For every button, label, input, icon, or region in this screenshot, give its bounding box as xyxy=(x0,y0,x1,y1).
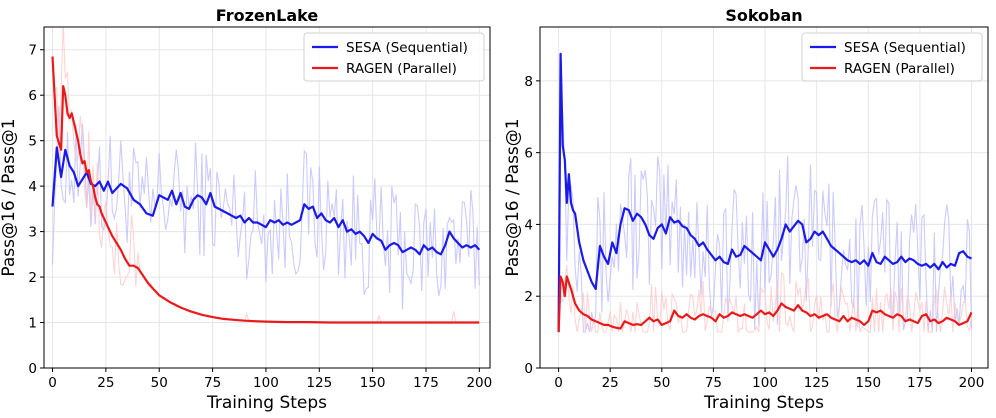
x-tick-label: 75 xyxy=(204,375,221,391)
y-tick-label: 4 xyxy=(524,217,533,233)
x-tick-label: 150 xyxy=(360,375,386,391)
y-tick-label: 1 xyxy=(28,316,37,332)
axes-frame xyxy=(539,26,989,369)
y-tick-label: 2 xyxy=(28,270,37,286)
raw-trace xyxy=(558,264,973,335)
x-tick-label: 25 xyxy=(97,375,114,391)
y-tick-label: 0 xyxy=(524,361,533,377)
x-tick-label: 200 xyxy=(959,375,985,391)
x-tick-label: 100 xyxy=(253,375,279,391)
x-tick-label: 175 xyxy=(413,375,439,391)
x-tick-label: 125 xyxy=(306,375,332,391)
y-axis-label: Pass@16 / Pass@1 xyxy=(0,118,19,276)
chart-title: Sokoban xyxy=(725,6,802,25)
sokoban-panel: 0 25 50 75 100 125 150 175 200 0 2 4 6 8 Sokoban Traini… xyxy=(503,6,989,413)
y-tick-label: 2 xyxy=(524,289,533,305)
series-line-ragen xyxy=(51,56,480,324)
series-line-sesa xyxy=(557,52,972,333)
x-tick-label: 0 xyxy=(554,375,563,391)
y-tick-label: 6 xyxy=(524,146,533,162)
series-line-ragen xyxy=(557,275,973,333)
x-tick-label: 50 xyxy=(653,375,670,391)
x-tick-label: 200 xyxy=(466,375,492,391)
y-tick-label: 3 xyxy=(28,225,37,241)
legend-label: SESA (Sequential) xyxy=(844,40,966,56)
y-tick-label: 0 xyxy=(28,361,37,377)
axes-frame xyxy=(43,26,491,369)
y-axis-label: Pass@16 / Pass@1 xyxy=(503,118,523,276)
x-axis-label: Training Steps xyxy=(703,393,824,413)
chart-title: FrozenLake xyxy=(216,6,319,25)
legend-label: SESA (Sequential) xyxy=(346,40,468,56)
legend: SESA (Sequential) RAGEN (Parallel) xyxy=(303,32,485,82)
y-tick-label: 4 xyxy=(28,179,37,195)
x-tick-label: 150 xyxy=(855,375,881,391)
x-tick-label: 50 xyxy=(151,375,168,391)
y-tick-label: 8 xyxy=(524,74,533,90)
x-tick-label: 125 xyxy=(804,375,830,391)
x-tick-label: 0 xyxy=(48,375,57,391)
y-tick-label: 5 xyxy=(28,134,37,150)
y-tick-label: 7 xyxy=(28,43,37,59)
x-tick-label: 25 xyxy=(602,375,619,391)
series-line-sesa xyxy=(51,146,481,256)
legend: SESA (Sequential) RAGEN (Parallel) xyxy=(801,32,983,82)
legend-label: RAGEN (Parallel) xyxy=(346,61,457,77)
x-tick-label: 100 xyxy=(752,375,778,391)
frozenlake-panel: 0 25 50 75 100 125 150 175 200 0 1 2 3 4 5 6 7 FrozenLake… xyxy=(0,6,492,413)
x-tick-label: 175 xyxy=(907,375,933,391)
legend-label: RAGEN (Parallel) xyxy=(844,61,955,77)
y-tick-label: 6 xyxy=(28,88,37,104)
x-axis-label: Training Steps xyxy=(206,393,327,413)
x-tick-label: 75 xyxy=(705,375,722,391)
